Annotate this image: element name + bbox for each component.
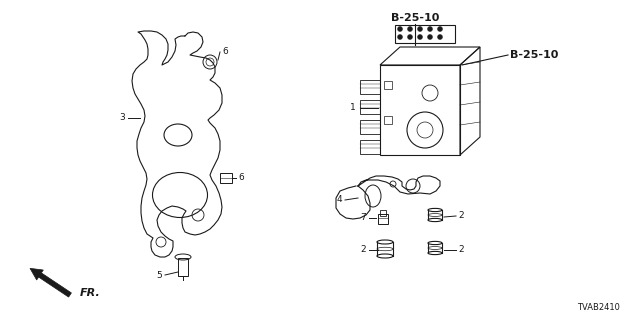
Circle shape [438, 35, 442, 39]
Text: 2: 2 [458, 245, 463, 254]
Bar [384, 81, 392, 89]
Bar [360, 80, 380, 94]
Text: 6: 6 [222, 47, 228, 57]
Bar [220, 173, 232, 183]
Bar [178, 258, 188, 276]
Circle shape [438, 27, 442, 31]
Bar [378, 214, 388, 224]
Circle shape [397, 35, 403, 39]
Text: 5: 5 [156, 270, 162, 279]
Text: 2: 2 [458, 212, 463, 220]
Text: 2: 2 [360, 245, 366, 254]
Bar [360, 120, 380, 134]
Text: FR.: FR. [80, 288, 100, 298]
Bar [380, 210, 386, 216]
Circle shape [428, 27, 433, 31]
Text: 7: 7 [360, 213, 366, 222]
Text: TVAB2410: TVAB2410 [577, 303, 620, 313]
Circle shape [408, 35, 413, 39]
Circle shape [417, 35, 422, 39]
Bar [395, 25, 455, 43]
Bar [384, 116, 392, 124]
Text: 4: 4 [337, 196, 342, 204]
Circle shape [408, 27, 413, 31]
Text: 1: 1 [350, 103, 356, 113]
Bar [360, 100, 380, 114]
Text: 6: 6 [238, 173, 244, 182]
Circle shape [417, 27, 422, 31]
Circle shape [397, 27, 403, 31]
Text: B-25-10: B-25-10 [391, 13, 439, 23]
FancyArrow shape [30, 268, 72, 297]
Text: B-25-10: B-25-10 [510, 50, 558, 60]
Text: 3: 3 [119, 114, 125, 123]
Circle shape [428, 35, 433, 39]
Bar [360, 140, 380, 154]
